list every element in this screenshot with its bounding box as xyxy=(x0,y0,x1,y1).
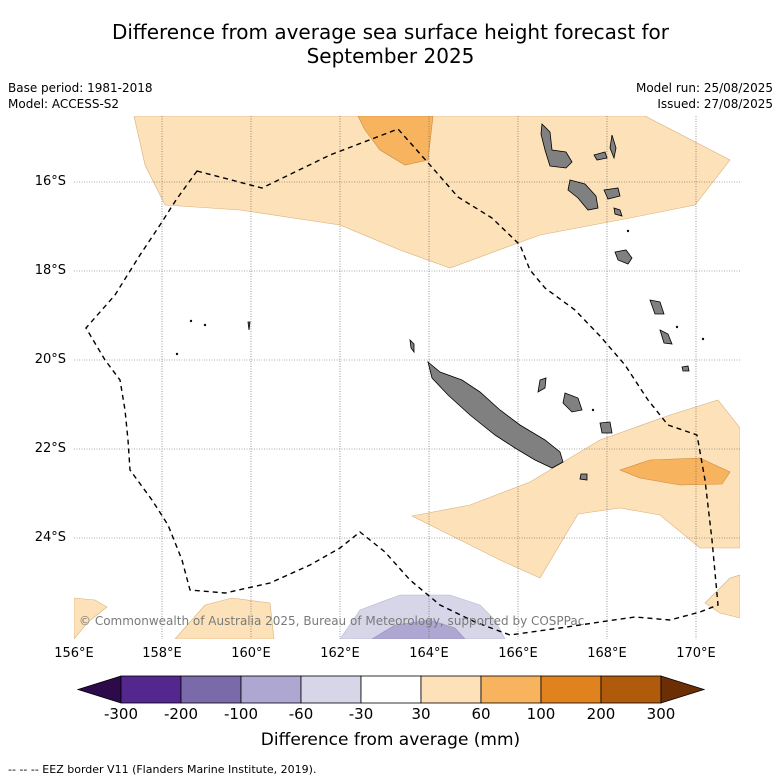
anomaly-south-neg-60-100 xyxy=(371,619,466,639)
eez-legend: -- -- -- EEZ border V11 (Flanders Marine… xyxy=(8,763,317,776)
colorbar-tick-label: -200 xyxy=(163,705,199,723)
lon-label: 158°E xyxy=(142,646,182,661)
colorbar-tick-label: 30 xyxy=(411,705,431,723)
anomaly-east-30-60 xyxy=(411,399,740,579)
colorbar-bin xyxy=(360,675,422,704)
anomaly-se-30-60 xyxy=(704,574,740,619)
island-new-caledonia xyxy=(427,360,564,469)
title-line-2: September 2025 xyxy=(306,44,475,68)
land xyxy=(175,123,705,481)
gridlines xyxy=(74,116,740,639)
lon-label: 162°E xyxy=(320,646,360,661)
lat-label: 24°S xyxy=(34,530,66,545)
model: Model: ACCESS-S2 xyxy=(8,97,120,111)
lon-label: 164°E xyxy=(409,646,449,661)
anomaly-north-60-100 xyxy=(357,116,434,166)
colorbar-label: Difference from average (mm) xyxy=(260,730,521,750)
anomaly-south-30-60 xyxy=(174,597,275,639)
colorbar-tick-label: 60 xyxy=(471,705,491,723)
lon-label: 170°E xyxy=(676,646,716,661)
title-line-1: Difference from average sea surface heig… xyxy=(111,20,670,44)
lon-label: 156°E xyxy=(54,646,94,661)
lat-label: 22°S xyxy=(34,441,66,456)
issued-date: Issued: 27/08/2025 xyxy=(657,97,773,111)
anomaly-sw-30-60 xyxy=(74,597,108,639)
colorbar-bin xyxy=(600,675,662,704)
anomaly-south-neg-30-60 xyxy=(339,594,506,639)
model-run: Model run: 25/08/2025 xyxy=(635,81,773,95)
colorbar-tick-label: -100 xyxy=(223,705,259,723)
island-lifou xyxy=(562,392,583,413)
lat-label: 16°S xyxy=(34,174,66,189)
lon-label: 166°E xyxy=(498,646,538,661)
colorbar-bin xyxy=(240,675,302,704)
base-period: Base period: 1981-2018 xyxy=(8,81,153,95)
island-malekula xyxy=(567,179,599,211)
colorbar-bin xyxy=(480,675,542,704)
anomaly-north-30-60 xyxy=(133,116,731,269)
copyright-notice: © Commonwealth of Australia 2025, Bureau… xyxy=(79,614,585,628)
colorbar-extend-high xyxy=(660,675,706,704)
island-espiritu-santo xyxy=(540,123,573,169)
lon-label: 160°E xyxy=(231,646,271,661)
map-area xyxy=(74,116,740,639)
colorbar-extend-low xyxy=(76,675,122,704)
anomaly-east-60-100 xyxy=(619,457,731,486)
colorbar-tick-label: -60 xyxy=(288,705,314,723)
lat-label: 18°S xyxy=(34,263,66,278)
colorbar-tick-label: -300 xyxy=(103,705,139,723)
lon-label: 168°E xyxy=(587,646,627,661)
colorbar-bin xyxy=(300,675,362,704)
colorbar-bin xyxy=(180,675,242,704)
colorbar-tick-label: -30 xyxy=(348,705,374,723)
colorbar xyxy=(76,675,706,704)
colorbar-bin xyxy=(420,675,482,704)
colorbar-bin xyxy=(540,675,602,704)
colorbar-tick-label: 300 xyxy=(646,705,676,723)
colorbar-tick-label: 100 xyxy=(526,705,556,723)
lat-label: 20°S xyxy=(34,352,66,367)
colorbar-bin xyxy=(120,675,182,704)
colorbar-tick-label: 200 xyxy=(586,705,616,723)
